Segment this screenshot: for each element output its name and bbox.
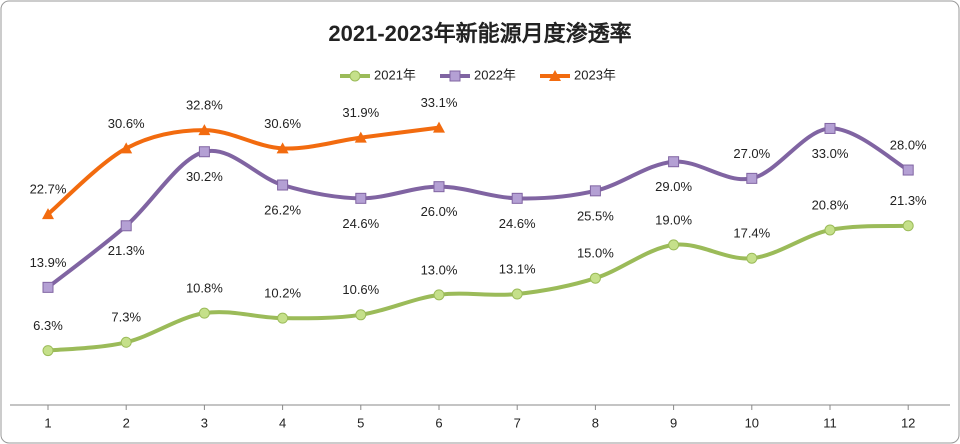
point <box>902 164 914 176</box>
data-label: 25.5% <box>577 208 614 223</box>
point <box>902 220 914 232</box>
point <box>589 185 601 197</box>
point <box>824 122 836 134</box>
data-label: 13.1% <box>499 261 536 276</box>
series-line <box>47 223 909 353</box>
point <box>433 121 445 133</box>
data-label: 30.6% <box>108 116 145 131</box>
data-label: 32.8% <box>186 98 223 113</box>
point <box>449 70 461 82</box>
data-label: 24.6% <box>342 216 379 231</box>
data-label: 17.4% <box>733 226 770 241</box>
point <box>433 289 445 301</box>
point <box>120 336 132 348</box>
point <box>668 156 680 168</box>
point <box>355 192 367 204</box>
point <box>746 172 758 184</box>
point <box>355 309 367 321</box>
data-label: 10.6% <box>342 282 379 297</box>
point <box>746 252 758 264</box>
data-label: 21.3% <box>108 243 145 258</box>
x-tick-label: 8 <box>592 415 599 430</box>
legend-label: 2023年 <box>574 67 616 82</box>
data-label: 24.6% <box>499 216 536 231</box>
data-label: 7.3% <box>111 310 141 325</box>
data-label: 31.9% <box>342 105 379 120</box>
point <box>349 70 361 82</box>
x-tick-label: 11 <box>823 415 837 430</box>
point <box>120 220 132 232</box>
x-tick-label: 12 <box>901 415 915 430</box>
data-label: 19.0% <box>655 212 692 227</box>
point <box>589 272 601 284</box>
point <box>42 281 54 293</box>
point <box>433 181 445 193</box>
chart-title: 2021-2023年新能源月度渗透率 <box>328 21 631 46</box>
point <box>511 192 523 204</box>
x-tick-label: 7 <box>514 415 521 430</box>
x-tick-label: 9 <box>670 415 677 430</box>
x-tick-label: 1 <box>44 415 51 430</box>
x-tick-label: 6 <box>435 415 442 430</box>
point <box>277 179 289 191</box>
point <box>549 70 561 81</box>
data-label: 27.0% <box>733 146 770 161</box>
legend-label: 2022年 <box>474 67 516 82</box>
data-label: 30.6% <box>264 116 301 131</box>
point <box>824 224 836 236</box>
data-label: 29.0% <box>655 179 692 194</box>
data-label: 33.0% <box>812 146 849 161</box>
point <box>42 208 54 220</box>
data-label: 6.3% <box>33 318 63 333</box>
data-label: 30.2% <box>186 169 223 184</box>
point <box>42 345 54 357</box>
x-tick-label: 2 <box>123 415 130 430</box>
data-label: 20.8% <box>812 197 849 212</box>
data-label: 15.0% <box>577 246 614 261</box>
x-tick-label: 10 <box>745 415 759 430</box>
point <box>668 239 680 251</box>
point <box>354 131 367 143</box>
data-label: 26.2% <box>264 202 301 217</box>
point <box>277 312 289 324</box>
point <box>198 307 210 319</box>
data-label: 22.7% <box>30 182 67 197</box>
x-tick-label: 3 <box>201 415 208 430</box>
legend-label: 2021年 <box>374 67 416 82</box>
data-label: 10.8% <box>186 281 223 296</box>
data-label: 26.0% <box>421 204 458 219</box>
data-label: 21.3% <box>890 193 927 208</box>
data-label: 10.2% <box>264 286 301 301</box>
point <box>198 146 210 158</box>
data-label: 13.9% <box>30 255 67 270</box>
point <box>120 142 133 154</box>
data-label: 33.1% <box>421 95 458 110</box>
data-label: 28.0% <box>890 137 927 152</box>
series-line <box>46 126 910 289</box>
point <box>511 288 523 300</box>
point <box>276 142 289 154</box>
x-tick-label: 4 <box>279 415 286 430</box>
point <box>198 124 211 136</box>
data-label: 13.0% <box>421 262 458 277</box>
x-tick-label: 5 <box>357 415 364 430</box>
